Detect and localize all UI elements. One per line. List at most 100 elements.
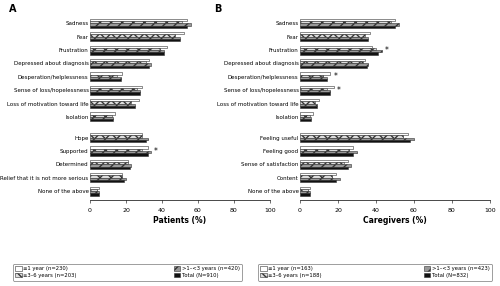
Bar [300,77,326,79]
Bar [90,162,128,164]
Text: A: A [9,3,16,13]
Bar [300,140,410,142]
Bar [300,162,344,164]
Bar [90,146,148,149]
Bar [300,104,317,106]
Bar [300,176,332,178]
Bar [90,115,112,117]
Bar [300,117,312,119]
Bar [90,77,120,79]
Bar [300,39,368,41]
Bar [300,164,352,167]
Bar [90,133,142,135]
Bar [90,106,135,108]
Bar [90,39,180,41]
Bar [90,140,146,142]
Bar [90,45,168,48]
Bar [90,193,99,196]
Bar [90,186,99,189]
Bar [300,138,414,140]
Bar [90,112,115,115]
Bar [90,63,151,66]
Bar [90,173,122,176]
Bar [90,164,132,167]
Bar [90,153,148,156]
Bar [90,101,132,104]
Bar [90,52,164,55]
Bar [300,178,340,180]
Bar [90,79,120,82]
Bar [90,86,142,88]
Bar [300,37,368,39]
Bar [300,180,336,182]
Bar [300,186,310,189]
Bar [90,50,164,52]
X-axis label: Patients (%): Patients (%) [154,216,206,225]
Bar [300,32,370,35]
Bar [90,48,160,50]
Bar [300,48,376,50]
Bar [90,32,184,35]
Bar [300,66,366,68]
Bar [300,193,310,196]
Bar [90,88,137,90]
Bar [90,90,140,92]
Bar [300,59,364,61]
Bar [300,133,408,135]
Bar [300,86,334,88]
Bar [300,106,317,108]
Bar [300,61,362,63]
Bar [90,180,124,182]
Bar [300,19,395,21]
Bar [90,37,180,39]
Bar [300,50,382,52]
Bar [300,153,353,156]
Bar [300,167,348,169]
Bar [300,26,395,28]
Bar [300,52,378,55]
Bar [90,135,142,138]
Bar [90,151,151,153]
Bar [90,23,191,26]
Bar [90,19,187,21]
Bar [300,63,368,66]
Bar [300,101,315,104]
Bar [90,92,140,95]
Text: *: * [337,86,341,95]
Bar [300,112,314,115]
Bar [90,178,126,180]
Bar [300,45,372,48]
Bar [90,59,150,61]
Bar [300,149,350,151]
X-axis label: Caregivers (%): Caregivers (%) [363,216,427,225]
Bar [300,115,310,117]
Bar [300,79,326,82]
Bar [90,167,130,169]
Bar [300,191,310,193]
Bar [90,104,135,106]
Bar [90,21,182,23]
Text: *: * [333,72,337,81]
Bar [300,92,330,95]
Bar [90,72,122,75]
Bar [300,21,391,23]
Text: *: * [154,146,158,156]
Bar [300,35,364,37]
Bar [90,66,150,68]
Text: *: * [384,45,388,55]
Bar [300,72,330,75]
Bar [90,189,97,191]
Bar [90,35,174,37]
Bar [90,26,187,28]
Bar [90,149,142,151]
Bar [90,75,117,77]
Bar [300,23,399,26]
Bar [300,146,353,149]
Legend: ≤1 year (n=163), ≥3–6 years (n=188), >1–<3 years (n=423), Total (N=832): ≤1 year (n=163), ≥3–6 years (n=188), >1–… [258,264,492,281]
Bar [90,117,114,119]
Bar [300,135,402,138]
Bar [90,99,138,101]
Bar [300,99,319,101]
Bar [300,173,336,176]
Bar [300,90,330,92]
